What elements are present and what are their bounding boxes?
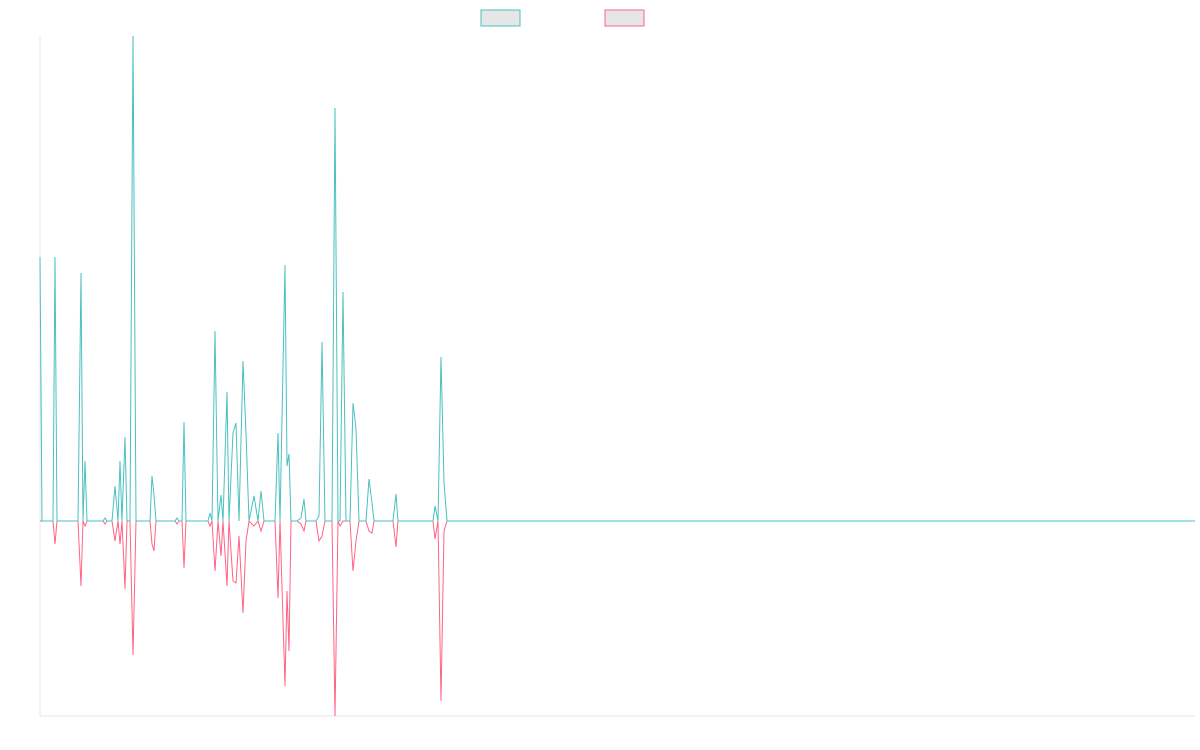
- legend-swatch: [480, 9, 521, 27]
- line-series: [40, 519, 1195, 717]
- legend-swatch: [604, 9, 645, 27]
- line-series: [39, 35, 1195, 522]
